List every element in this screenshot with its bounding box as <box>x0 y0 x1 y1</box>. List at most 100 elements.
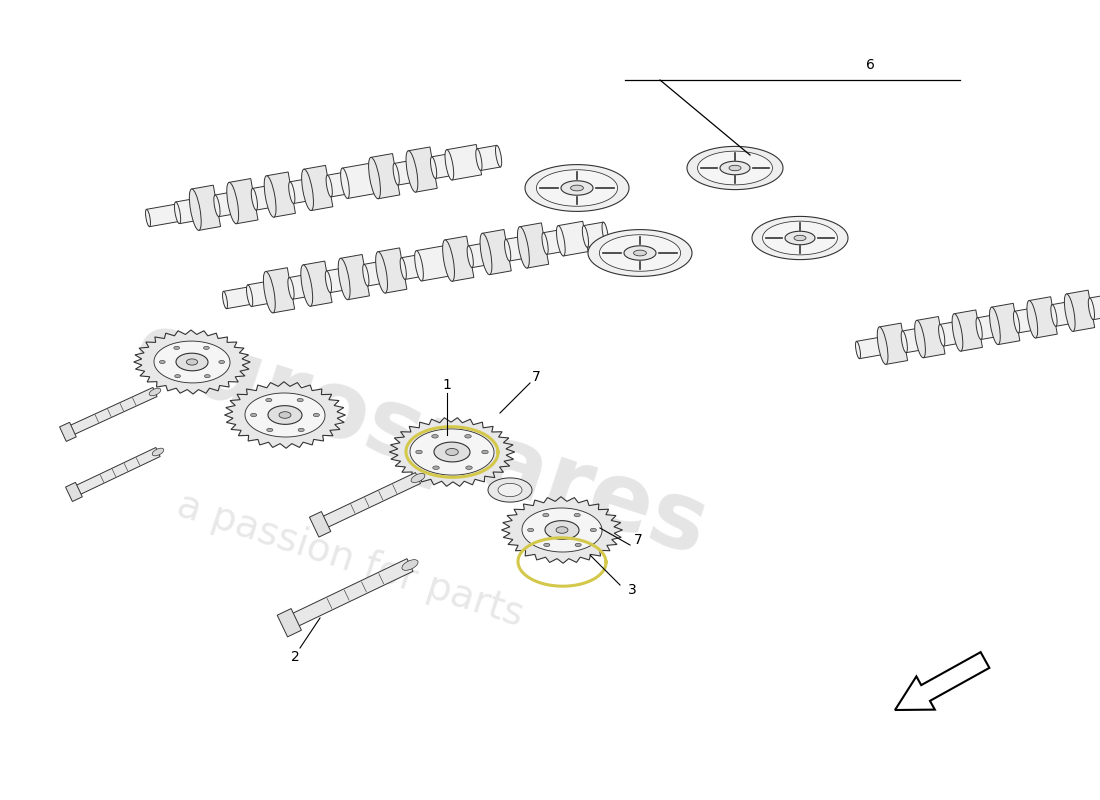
Polygon shape <box>289 274 309 299</box>
Polygon shape <box>191 185 221 230</box>
Polygon shape <box>543 230 563 254</box>
Ellipse shape <box>288 278 294 299</box>
Polygon shape <box>432 466 439 470</box>
Ellipse shape <box>406 150 418 192</box>
Ellipse shape <box>341 168 350 198</box>
Text: 6: 6 <box>866 58 874 72</box>
Polygon shape <box>266 268 295 313</box>
Ellipse shape <box>476 149 482 170</box>
Polygon shape <box>785 231 815 245</box>
Polygon shape <box>219 361 224 363</box>
Polygon shape <box>588 230 692 276</box>
Polygon shape <box>248 282 272 306</box>
Polygon shape <box>59 422 76 442</box>
Polygon shape <box>1028 297 1057 338</box>
Ellipse shape <box>338 258 350 300</box>
FancyArrow shape <box>895 652 989 710</box>
Polygon shape <box>447 145 482 180</box>
Polygon shape <box>469 243 488 267</box>
Text: 1: 1 <box>442 378 451 392</box>
Ellipse shape <box>326 175 332 197</box>
Polygon shape <box>309 511 331 537</box>
Ellipse shape <box>411 474 425 482</box>
Polygon shape <box>583 222 607 247</box>
Polygon shape <box>624 246 656 260</box>
Polygon shape <box>482 230 512 274</box>
Polygon shape <box>557 526 568 534</box>
Text: 2: 2 <box>290 650 299 664</box>
Polygon shape <box>1052 302 1071 326</box>
Polygon shape <box>304 261 332 306</box>
Polygon shape <box>434 442 470 462</box>
Polygon shape <box>328 173 346 197</box>
Text: 3: 3 <box>628 583 637 597</box>
Ellipse shape <box>326 271 331 293</box>
Polygon shape <box>266 172 296 217</box>
Polygon shape <box>729 166 741 170</box>
Polygon shape <box>502 497 623 563</box>
Polygon shape <box>371 154 399 198</box>
Polygon shape <box>954 310 982 351</box>
Ellipse shape <box>301 169 314 210</box>
Ellipse shape <box>856 342 860 358</box>
Ellipse shape <box>542 233 548 254</box>
Polygon shape <box>176 199 197 224</box>
Polygon shape <box>879 323 908 364</box>
Polygon shape <box>229 178 258 224</box>
Polygon shape <box>575 543 581 546</box>
Ellipse shape <box>446 150 453 180</box>
Polygon shape <box>314 414 319 417</box>
Ellipse shape <box>1065 294 1075 331</box>
Polygon shape <box>465 466 472 470</box>
Ellipse shape <box>953 314 962 351</box>
Ellipse shape <box>402 560 418 570</box>
Polygon shape <box>416 246 451 281</box>
Polygon shape <box>600 234 681 271</box>
Polygon shape <box>304 166 333 210</box>
Ellipse shape <box>1050 305 1057 326</box>
Polygon shape <box>394 161 414 185</box>
Polygon shape <box>520 223 549 268</box>
Polygon shape <box>991 303 1020 345</box>
Ellipse shape <box>213 195 220 217</box>
Ellipse shape <box>990 307 1000 345</box>
Polygon shape <box>444 236 474 282</box>
Polygon shape <box>205 374 210 378</box>
Ellipse shape <box>1088 298 1094 320</box>
Ellipse shape <box>878 327 888 364</box>
Polygon shape <box>245 393 324 437</box>
Polygon shape <box>571 185 583 191</box>
Text: a passion for parts: a passion for parts <box>172 486 528 634</box>
Polygon shape <box>525 165 629 211</box>
Polygon shape <box>542 514 549 517</box>
Polygon shape <box>916 317 945 358</box>
Polygon shape <box>76 447 161 494</box>
Ellipse shape <box>264 176 276 217</box>
Ellipse shape <box>393 163 399 185</box>
Ellipse shape <box>557 226 565 256</box>
Polygon shape <box>160 361 165 363</box>
Polygon shape <box>252 186 272 210</box>
Polygon shape <box>543 543 550 546</box>
Ellipse shape <box>430 157 437 178</box>
Polygon shape <box>762 221 837 255</box>
Text: 7: 7 <box>531 370 540 384</box>
Ellipse shape <box>505 239 510 261</box>
Polygon shape <box>322 473 420 527</box>
Ellipse shape <box>901 331 908 353</box>
Polygon shape <box>506 237 526 261</box>
Ellipse shape <box>602 222 608 244</box>
Polygon shape <box>279 412 290 418</box>
Polygon shape <box>431 434 438 438</box>
Polygon shape <box>522 508 602 552</box>
Polygon shape <box>857 337 884 358</box>
Polygon shape <box>591 528 596 532</box>
Ellipse shape <box>376 252 387 293</box>
Polygon shape <box>186 359 198 365</box>
Text: 7: 7 <box>634 533 642 547</box>
Polygon shape <box>364 262 384 286</box>
Polygon shape <box>134 330 250 394</box>
Polygon shape <box>528 528 534 532</box>
Ellipse shape <box>976 318 982 339</box>
Ellipse shape <box>938 324 945 346</box>
